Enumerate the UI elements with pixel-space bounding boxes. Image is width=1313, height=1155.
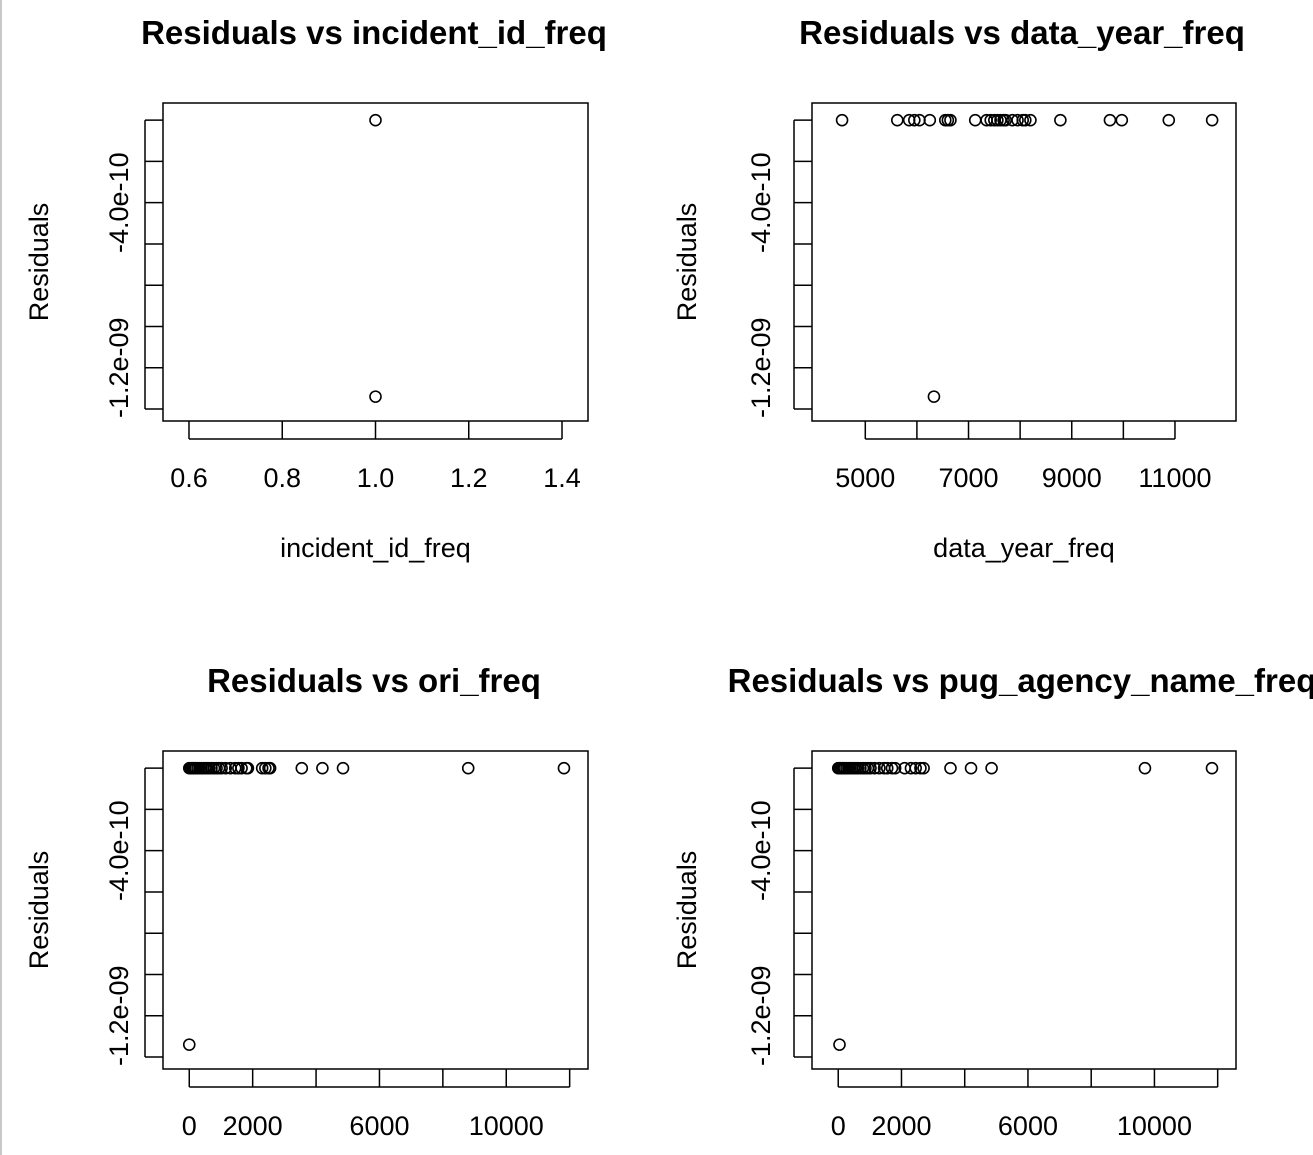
data-point xyxy=(215,761,228,775)
chart-title: Residuals vs ori_freq xyxy=(207,662,541,699)
data-point xyxy=(991,113,1004,127)
data-point xyxy=(1054,113,1067,127)
chart-title: Residuals vs data_year_freq xyxy=(799,14,1245,51)
data-point xyxy=(182,1038,196,1051)
data-point xyxy=(1018,113,1032,127)
data-point xyxy=(923,113,937,127)
data-point xyxy=(944,113,957,127)
data-point xyxy=(909,761,922,775)
data-point xyxy=(557,761,571,775)
scatter-panel: Residuals vs incident_id_freq -4.0e-10 -1.… xyxy=(24,14,607,563)
data-point xyxy=(1024,113,1037,127)
plot-border xyxy=(162,750,589,1070)
x-tick-label: 10000 xyxy=(1117,1111,1192,1141)
data-point xyxy=(255,761,269,775)
data-point xyxy=(968,113,982,127)
plot-border xyxy=(162,102,589,422)
x-tick-label: 6000 xyxy=(349,1111,409,1141)
x-tick-label: 11000 xyxy=(1138,463,1211,493)
data-point xyxy=(927,390,941,403)
x-tick-label: 2000 xyxy=(223,1111,283,1141)
data-point xyxy=(868,761,881,775)
y-tick-label: -4.0e-10 xyxy=(746,800,776,901)
data-point xyxy=(964,761,978,775)
data-point xyxy=(295,761,309,775)
chart-title: Residuals vs incident_id_freq xyxy=(141,14,607,51)
data-point xyxy=(336,761,350,775)
x-tick-label: 1.0 xyxy=(357,463,395,493)
data-point xyxy=(259,761,272,775)
data-point xyxy=(904,761,918,775)
data-point xyxy=(908,113,921,127)
data-point xyxy=(994,113,1007,127)
data-point xyxy=(1011,113,1024,127)
x-tick-label: 10000 xyxy=(469,1111,544,1141)
y-tick-label: -1.2e-09 xyxy=(104,965,134,1066)
data-point xyxy=(235,761,248,775)
data-point xyxy=(1138,761,1152,775)
y-tick-label: -4.0e-10 xyxy=(104,152,134,253)
x-axis-label: incident_id_freq xyxy=(280,533,471,563)
plot-border xyxy=(811,102,1237,422)
data-point xyxy=(241,761,255,775)
data-point xyxy=(232,761,245,775)
scatter-panel: Residuals vs pug_agency_name_freq -4.0e-1… xyxy=(672,662,1313,1141)
x-tick-label: 0 xyxy=(182,1111,197,1141)
x-tick-label: 7000 xyxy=(938,463,998,493)
y-tick-label: -1.2e-09 xyxy=(746,965,776,1066)
data-point xyxy=(835,113,849,127)
x-tick-label: 0 xyxy=(831,1111,846,1141)
data-point xyxy=(944,761,957,775)
data-point xyxy=(1205,113,1219,127)
y-tick-label: -4.0e-10 xyxy=(746,152,776,253)
data-point xyxy=(985,761,998,775)
window-left-edge xyxy=(0,0,2,1155)
x-tick-label: 1.4 xyxy=(543,463,581,493)
data-point xyxy=(873,761,886,775)
data-point xyxy=(890,113,904,127)
scatter-panel: Residuals vs ori_freq -4.0e-10 -1.2e-09 0 20… xyxy=(24,662,589,1141)
data-point xyxy=(833,1038,846,1051)
data-point xyxy=(461,761,475,775)
y-tick-label: -1.2e-09 xyxy=(746,317,776,418)
x-tick-label: 0.6 xyxy=(170,463,208,493)
data-point xyxy=(885,761,899,775)
y-axis-label: Residuals xyxy=(672,851,702,970)
y-tick-label: -1.2e-09 xyxy=(104,317,134,418)
data-point xyxy=(914,761,927,775)
data-point xyxy=(880,761,894,775)
data-point xyxy=(369,113,382,127)
data-point xyxy=(864,761,877,775)
x-tick-label: 2000 xyxy=(871,1111,931,1141)
x-tick-label: 1.2 xyxy=(450,463,488,493)
x-tick-label: 6000 xyxy=(998,1111,1058,1141)
data-point xyxy=(888,761,902,775)
data-point xyxy=(219,761,233,775)
x-tick-label: 9000 xyxy=(1042,463,1102,493)
data-point xyxy=(1115,113,1129,127)
y-tick-label: -4.0e-10 xyxy=(104,800,134,901)
chart-title: Residuals vs pug_agency_name_freq xyxy=(728,662,1313,699)
scatter-panel: Residuals vs data_year_freq -4.0e-10 -1.2e… xyxy=(672,14,1245,563)
data-point xyxy=(1205,761,1219,775)
y-axis-label: Residuals xyxy=(24,851,54,970)
data-point xyxy=(941,113,955,127)
data-point xyxy=(1162,113,1176,127)
y-axis-label: Residuals xyxy=(24,203,54,322)
data-point xyxy=(999,113,1012,127)
x-tick-label: 0.8 xyxy=(263,463,301,493)
data-point xyxy=(316,761,329,775)
data-point xyxy=(1103,113,1117,127)
data-point xyxy=(917,761,930,775)
data-point xyxy=(263,761,277,775)
y-axis-label: Residuals xyxy=(672,203,702,322)
plot-border xyxy=(811,750,1237,1070)
x-tick-label: 5000 xyxy=(835,463,895,493)
data-point xyxy=(369,390,382,403)
data-point xyxy=(984,113,998,127)
x-axis-label: data_year_freq xyxy=(933,533,1115,563)
